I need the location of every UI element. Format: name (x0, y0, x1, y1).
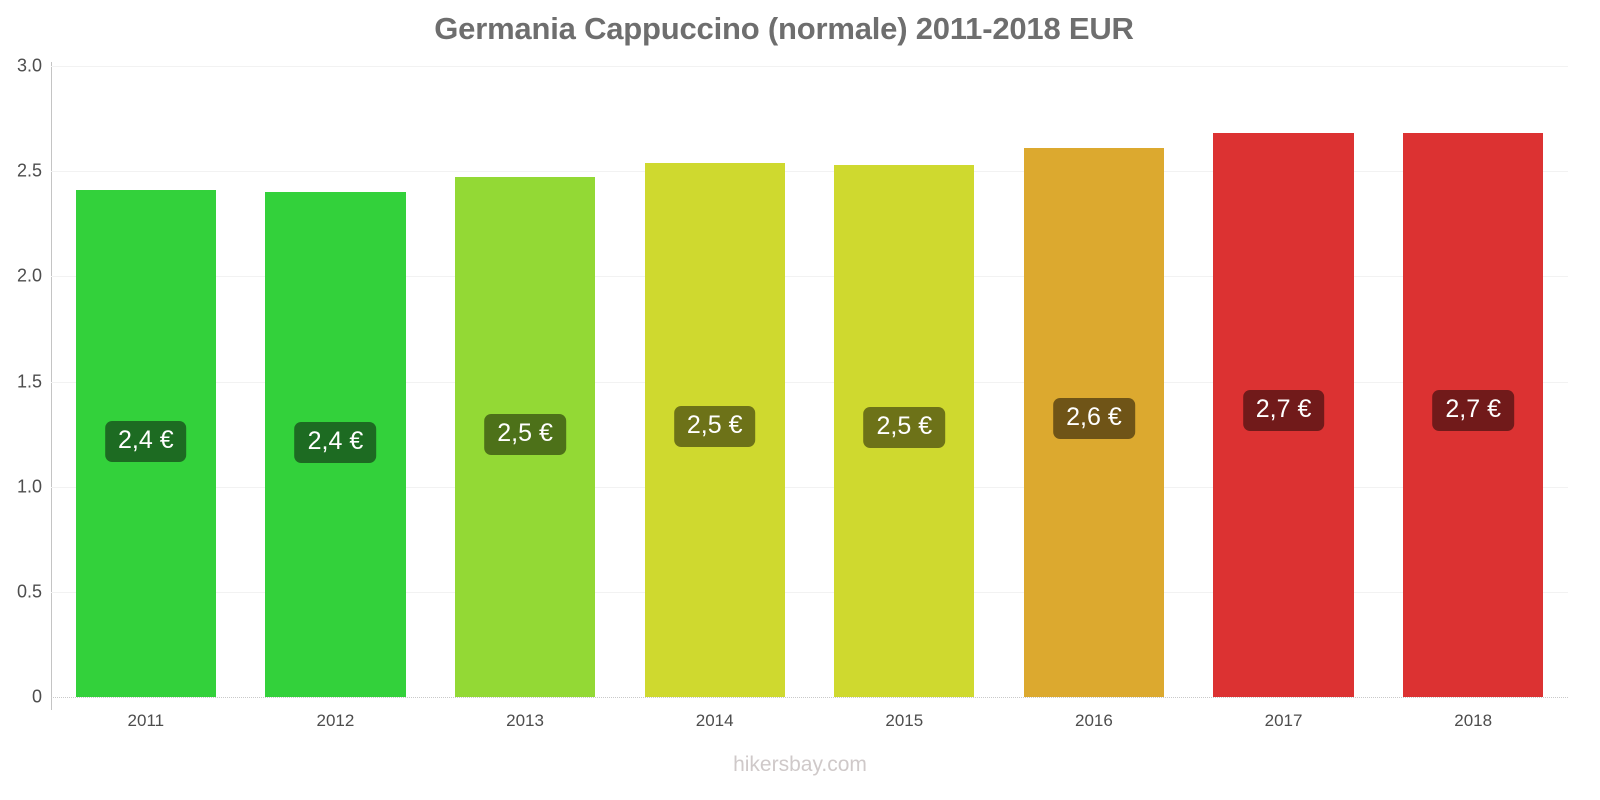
bar[interactable]: 2,5 € (454, 177, 596, 697)
y-axis-tick-label: 2.5 (16, 160, 42, 181)
bar-value-label: 2,7 € (1242, 389, 1325, 431)
gridline (51, 591, 1568, 593)
y-axis-tick-label: 1.0 (16, 476, 42, 497)
gridline (51, 486, 1568, 488)
gridline (51, 381, 1568, 383)
bar[interactable]: 2,7 € (1213, 133, 1354, 697)
gridline (51, 697, 1568, 699)
gridline (51, 66, 1568, 67)
bar-value-label: 2,4 € (294, 421, 377, 463)
bar[interactable]: 2,4 € (265, 192, 406, 697)
y-axis-tick-label: 3.0 (16, 55, 42, 76)
bar[interactable]: 2,5 € (834, 164, 975, 697)
x-axis-tick-label: 2017 (1264, 711, 1303, 730)
bar-value-label: 2,5 € (673, 405, 756, 447)
y-axis-tick-label: 0.5 (16, 581, 42, 602)
x-axis-tick-label: 2011 (127, 711, 165, 730)
x-axis-tick-label: 2018 (1454, 711, 1493, 730)
gridline (51, 276, 1568, 278)
gridline (51, 171, 1568, 173)
y-axis-tick-label: 2.0 (16, 265, 42, 286)
bar-value-label: 2,6 € (1053, 397, 1135, 439)
plot-area: 2,4 € 2,4 € 2,5 € 2,5 € 2,5 € 2,6 € 2,7 € 2,7 € (51, 66, 1568, 699)
x-axis-tick-label: 2016 (1075, 711, 1113, 730)
bar-value-label: 2,5 € (863, 406, 946, 448)
y-axis-tick-label: 0 (31, 686, 42, 707)
y-axis-tick-label: 1.5 (16, 371, 42, 391)
x-axis-tick-label: 2015 (885, 711, 924, 730)
bar-value-label: 2,4 € (104, 420, 187, 462)
bar[interactable]: 2,6 € (1023, 148, 1165, 697)
bar[interactable]: 2,7 € (1403, 133, 1544, 697)
bar[interactable]: 2,4 € (75, 190, 216, 697)
bar-value-label: 2,5 € (484, 413, 566, 455)
watermark: hikersbay.com (733, 753, 867, 776)
x-axis-tick-label: 2013 (506, 711, 544, 730)
y-axis-line (51, 62, 52, 710)
x-axis-tick-label: 2014 (695, 711, 734, 730)
bar-value-label: 2,7 € (1432, 389, 1514, 431)
x-axis-tick-label: 2012 (316, 711, 355, 730)
bar[interactable]: 2,5 € (644, 162, 785, 697)
chart-title: Germania Cappuccino (normale) 2011-2018 … (434, 11, 1134, 46)
